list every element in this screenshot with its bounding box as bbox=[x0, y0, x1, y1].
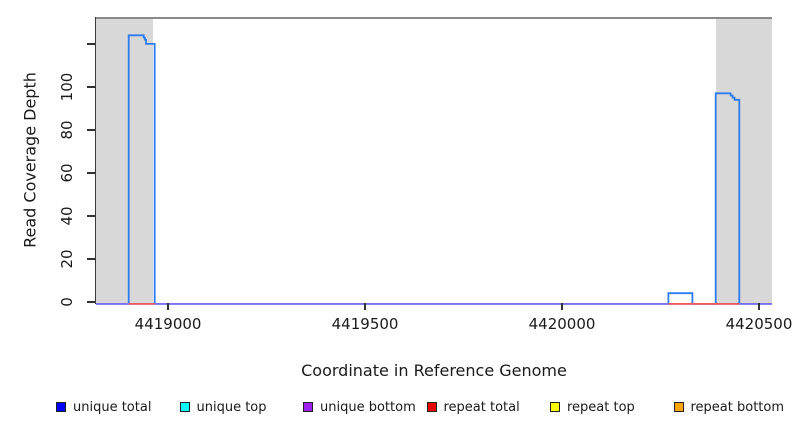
y-axis-title: Read Coverage Depth bbox=[20, 72, 40, 248]
legend-label: repeat total bbox=[443, 399, 520, 415]
legend-label: unique bottom bbox=[320, 399, 416, 415]
y-tick-label: 60 bbox=[58, 163, 76, 183]
x-tick-label: 4419000 bbox=[134, 315, 202, 333]
repeat-region-shading bbox=[96, 19, 154, 303]
y-tick-label: 80 bbox=[58, 120, 76, 140]
plot-area bbox=[96, 17, 772, 305]
y-tick bbox=[87, 86, 95, 88]
x-tick-label: 4420500 bbox=[725, 315, 792, 333]
legend-swatch bbox=[673, 402, 684, 412]
legend-swatch bbox=[550, 402, 560, 412]
x-tick-label: 4420000 bbox=[528, 315, 596, 333]
legend-item-unique-bottom: unique bottom bbox=[303, 398, 416, 416]
legend-label: unique total bbox=[73, 399, 152, 415]
x-tick bbox=[364, 303, 366, 310]
legend-swatch bbox=[426, 402, 437, 412]
legend-label: unique top bbox=[196, 399, 267, 415]
legend-label: repeat bottom bbox=[690, 399, 785, 415]
repeat-region-shading bbox=[715, 19, 772, 303]
legend-swatch bbox=[56, 402, 66, 412]
x-tick bbox=[167, 303, 169, 310]
legend-item-repeat-total: repeat total bbox=[426, 398, 520, 416]
x-tick bbox=[561, 303, 563, 310]
legend-swatch bbox=[179, 402, 190, 412]
y-tick bbox=[87, 215, 95, 217]
coverage-traces bbox=[96, 34, 772, 305]
y-tick bbox=[87, 301, 95, 303]
legend-item-repeat-bottom: repeat bottom bbox=[673, 398, 785, 416]
y-tick-label: 100 bbox=[58, 72, 76, 102]
y-axis-line bbox=[94, 17, 96, 304]
y-tick-label: 0 bbox=[58, 297, 76, 307]
y-tick bbox=[87, 43, 95, 45]
y-tick-label: 40 bbox=[58, 206, 76, 226]
legend: unique total unique top unique bottom repea… bbox=[0, 398, 792, 420]
unique-total-line bbox=[96, 34, 772, 305]
legend-item-unique-top: unique top bbox=[179, 398, 267, 416]
x-tick bbox=[758, 303, 760, 310]
legend-item-repeat-top: repeat top bbox=[550, 398, 635, 416]
legend-label: repeat top bbox=[567, 399, 635, 415]
legend-item-unique-total: unique total bbox=[56, 398, 151, 416]
y-tick-label: 20 bbox=[58, 249, 76, 269]
legend-swatch bbox=[303, 402, 313, 412]
y-tick bbox=[87, 258, 95, 260]
y-tick bbox=[87, 172, 95, 174]
x-axis-title: Coordinate in Reference Genome bbox=[301, 361, 567, 380]
x-tick-label: 4419500 bbox=[331, 315, 399, 333]
y-tick bbox=[87, 129, 95, 131]
